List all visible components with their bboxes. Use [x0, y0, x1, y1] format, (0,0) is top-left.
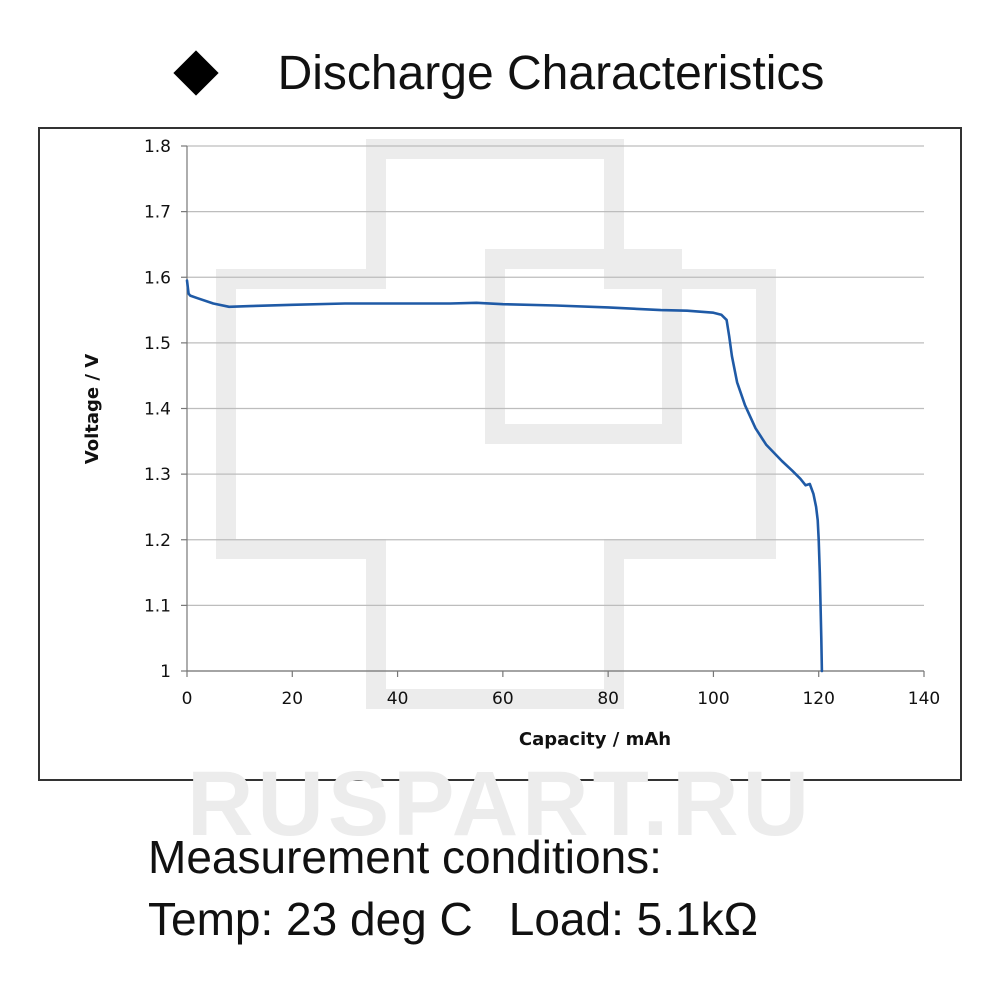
watermark-text: RUSPART.RU — [186, 753, 814, 855]
chart-frame: 1 1.1 1.2 1.3 1.4 1.5 1.6 1.7 1.8 0 20 40 60 80 100 12… — [38, 127, 962, 781]
x-tick-label-0: 0 — [182, 689, 193, 709]
x-tick-label-7: 140 — [908, 689, 940, 709]
y-tick-label-6: 1.6 — [144, 268, 171, 288]
y-tick-label-8: 1.8 — [144, 137, 171, 157]
heading-text: Discharge Characteristics — [277, 46, 825, 100]
y-tick-label-0: 1 — [160, 662, 171, 682]
y-tick-label-2: 1.2 — [144, 531, 171, 551]
measurement-conditions: Measurement conditions: Temp: 23 deg C Lo… — [148, 826, 948, 950]
conditions-values: Temp: 23 deg C Load: 5.1kΩ — [148, 888, 948, 950]
x-tick-label-4: 80 — [597, 689, 619, 709]
x-axis-title: Capacity / mAh — [519, 729, 671, 750]
y-axis-title: Voltage / V — [82, 354, 103, 464]
x-tick-label-1: 20 — [281, 689, 303, 709]
chart-heading: Discharge Characteristics — [0, 38, 1000, 108]
conditions-title: Measurement conditions: — [148, 831, 662, 883]
x-tick-label-3: 60 — [492, 689, 514, 709]
discharge-curve-line — [185, 279, 824, 673]
x-tick-label-6: 120 — [802, 689, 834, 709]
load-condition: Load: 5.1kΩ — [508, 893, 758, 945]
y-tick-label-5: 1.5 — [144, 334, 171, 354]
y-tick-label-4: 1.4 — [144, 400, 171, 420]
y-tick-label-3: 1.3 — [144, 465, 171, 485]
diamond-icon — [172, 50, 219, 96]
y-tick-label-7: 1.7 — [144, 203, 171, 223]
x-tick-label-2: 40 — [387, 689, 409, 709]
temp-condition: Temp: 23 deg C — [148, 893, 473, 945]
discharge-chart: 1 1.1 1.2 1.3 1.4 1.5 1.6 1.7 1.8 0 20 40 60 80 100 12… — [82, 137, 940, 750]
y-tick-label-1: 1.1 — [144, 596, 171, 616]
x-tick-label-5: 100 — [697, 689, 729, 709]
watermark-logo — [216, 139, 776, 709]
